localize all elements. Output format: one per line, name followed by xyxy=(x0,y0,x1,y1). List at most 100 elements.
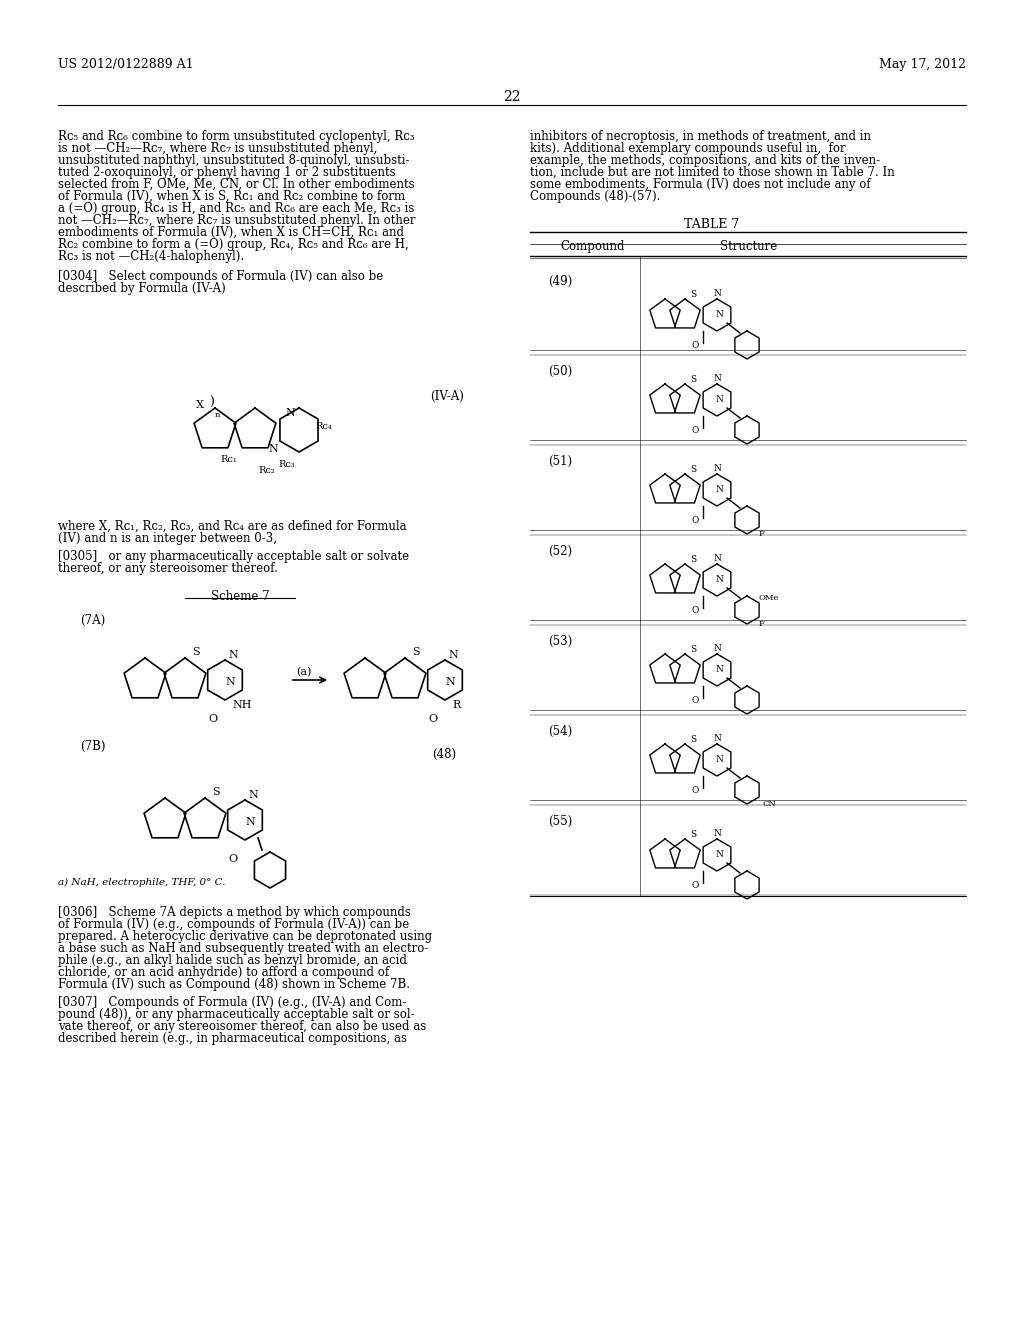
Text: O: O xyxy=(428,714,437,723)
Text: O: O xyxy=(691,880,698,890)
Text: [0305]   or any pharmaceutically acceptable salt or solvate: [0305] or any pharmaceutically acceptabl… xyxy=(58,550,410,564)
Text: N: N xyxy=(245,817,255,828)
Text: OMe: OMe xyxy=(759,594,779,602)
Text: N: N xyxy=(445,677,455,686)
Text: chloride, or an acid anhydride) to afford a compound of: chloride, or an acid anhydride) to affor… xyxy=(58,966,389,979)
Text: of Formula (IV), when X is S, Rᴄ₁ and Rᴄ₂ combine to form: of Formula (IV), when X is S, Rᴄ₁ and Rᴄ… xyxy=(58,190,406,203)
Text: O: O xyxy=(691,341,698,350)
Text: R: R xyxy=(452,700,460,710)
Text: N: N xyxy=(715,665,723,675)
Text: thereof, or any stereoisomer thereof.: thereof, or any stereoisomer thereof. xyxy=(58,562,278,576)
Text: (7B): (7B) xyxy=(80,741,105,752)
Text: described by Formula (IV-A): described by Formula (IV-A) xyxy=(58,282,225,294)
Text: (51): (51) xyxy=(548,455,572,469)
Text: N: N xyxy=(225,677,234,686)
Text: S: S xyxy=(690,375,696,384)
Text: 22: 22 xyxy=(503,90,521,104)
Text: (50): (50) xyxy=(548,366,572,378)
Text: S: S xyxy=(412,647,420,657)
Text: May 17, 2012: May 17, 2012 xyxy=(879,58,966,71)
Text: of Formula (IV) (e.g., compounds of Formula (IV-A)) can be: of Formula (IV) (e.g., compounds of Form… xyxy=(58,917,410,931)
Text: N: N xyxy=(713,734,721,743)
Text: Rᴄ₂: Rᴄ₂ xyxy=(258,466,274,475)
Text: O: O xyxy=(691,516,698,525)
Text: US 2012/0122889 A1: US 2012/0122889 A1 xyxy=(58,58,194,71)
Text: N: N xyxy=(715,484,723,494)
Text: O: O xyxy=(691,785,698,795)
Text: (7A): (7A) xyxy=(80,614,105,627)
Text: embodiments of Formula (IV), when X is CH=CH, Rᴄ₁ and: embodiments of Formula (IV), when X is C… xyxy=(58,226,404,239)
Text: N: N xyxy=(268,444,278,454)
Text: (49): (49) xyxy=(548,275,572,288)
Text: (a): (a) xyxy=(296,667,311,677)
Text: phile (e.g., an alkyl halide such as benzyl bromide, an acid: phile (e.g., an alkyl halide such as ben… xyxy=(58,954,407,968)
Text: (IV-A): (IV-A) xyxy=(430,389,464,403)
Text: tuted 2-oxoquinolyl, or phenyl having 1 or 2 substituents: tuted 2-oxoquinolyl, or phenyl having 1 … xyxy=(58,166,395,180)
Text: N: N xyxy=(715,395,723,404)
Text: [0307]   Compounds of Formula (IV) (e.g., (IV-A) and Com-: [0307] Compounds of Formula (IV) (e.g., … xyxy=(58,997,407,1008)
Text: (52): (52) xyxy=(548,545,572,558)
Text: where X, Rᴄ₁, Rᴄ₂, Rᴄ₃, and Rᴄ₄ are as defined for Formula: where X, Rᴄ₁, Rᴄ₂, Rᴄ₃, and Rᴄ₄ are as d… xyxy=(58,520,407,533)
Text: S: S xyxy=(193,647,200,657)
Text: Rᴄ₂ combine to form a (=O) group, Rᴄ₄, Rᴄ₅ and Rᴄ₆ are H,: Rᴄ₂ combine to form a (=O) group, Rᴄ₄, R… xyxy=(58,238,409,251)
Text: Compound: Compound xyxy=(560,240,625,253)
Text: inhibitors of necroptosis, in methods of treatment, and in: inhibitors of necroptosis, in methods of… xyxy=(530,129,871,143)
Text: S: S xyxy=(690,465,696,474)
Text: F: F xyxy=(758,620,764,628)
Text: N: N xyxy=(713,289,721,298)
Text: (54): (54) xyxy=(548,725,572,738)
Text: N: N xyxy=(248,789,258,800)
Text: n: n xyxy=(215,411,220,418)
Text: N: N xyxy=(715,310,723,319)
Text: TABLE 7: TABLE 7 xyxy=(684,218,739,231)
Text: O: O xyxy=(691,426,698,436)
Text: CN: CN xyxy=(762,800,776,808)
Text: unsubstituted naphthyl, unsubstituted 8-quinolyl, unsubsti-: unsubstituted naphthyl, unsubstituted 8-… xyxy=(58,154,410,168)
Text: prepared. A heterocyclic derivative can be deprotonated using: prepared. A heterocyclic derivative can … xyxy=(58,931,432,942)
Text: (55): (55) xyxy=(548,814,572,828)
Text: N: N xyxy=(713,465,721,473)
Text: (48): (48) xyxy=(432,748,456,762)
Text: N: N xyxy=(715,755,723,764)
Text: (53): (53) xyxy=(548,635,572,648)
Text: a base such as NaH and subsequently treated with an electro-: a base such as NaH and subsequently trea… xyxy=(58,942,428,954)
Text: Rᴄ₃: Rᴄ₃ xyxy=(278,459,295,469)
Text: N: N xyxy=(713,644,721,653)
Text: O: O xyxy=(228,854,238,865)
Text: N: N xyxy=(713,554,721,564)
Text: S: S xyxy=(690,554,696,564)
Text: [0304]   Select compounds of Formula (IV) can also be: [0304] Select compounds of Formula (IV) … xyxy=(58,271,383,282)
Text: X: X xyxy=(196,400,204,411)
Text: vate thereof, or any stereoisomer thereof, can also be used as: vate thereof, or any stereoisomer thereo… xyxy=(58,1020,426,1034)
Text: S: S xyxy=(212,787,219,797)
Text: N: N xyxy=(228,649,238,660)
Text: Compounds (48)-(57).: Compounds (48)-(57). xyxy=(530,190,660,203)
Text: F: F xyxy=(758,531,764,539)
Text: Rᴄ₅ and Rᴄ₆ combine to form unsubstituted cyclopentyl, Rᴄ₃: Rᴄ₅ and Rᴄ₆ combine to form unsubstitute… xyxy=(58,129,415,143)
Text: O: O xyxy=(691,606,698,615)
Text: N: N xyxy=(713,829,721,838)
Text: S: S xyxy=(690,645,696,653)
Text: Structure: Structure xyxy=(720,240,777,253)
Text: Scheme 7: Scheme 7 xyxy=(211,590,269,603)
Text: not —CH₂—Rᴄ₇, where Rᴄ₇ is unsubstituted phenyl. In other: not —CH₂—Rᴄ₇, where Rᴄ₇ is unsubstituted… xyxy=(58,214,416,227)
Text: tion, include but are not limited to those shown in Table 7. In: tion, include but are not limited to tho… xyxy=(530,166,895,180)
Text: selected from F, OMe, Me, CN, or Cl. In other embodiments: selected from F, OMe, Me, CN, or Cl. In … xyxy=(58,178,415,191)
Text: S: S xyxy=(690,290,696,300)
Text: N: N xyxy=(449,649,458,660)
Text: S: S xyxy=(690,735,696,744)
Text: pound (48)), or any pharmaceutically acceptable salt or sol-: pound (48)), or any pharmaceutically acc… xyxy=(58,1008,415,1020)
Text: is not —CH₂—Rᴄ₇, where Rᴄ₇ is unsubstituted phenyl,: is not —CH₂—Rᴄ₇, where Rᴄ₇ is unsubstitu… xyxy=(58,143,378,154)
Text: example, the methods, compositions, and kits of the inven-: example, the methods, compositions, and … xyxy=(530,154,880,168)
Text: a (=O) group, Rᴄ₄ is H, and Rᴄ₅ and Rᴄ₆ are each Me, Rᴄ₃ is: a (=O) group, Rᴄ₄ is H, and Rᴄ₅ and Rᴄ₆ … xyxy=(58,202,415,215)
Text: Rᴄ₃ is not —CH₂(4-halophenyl).: Rᴄ₃ is not —CH₂(4-halophenyl). xyxy=(58,249,244,263)
Text: N: N xyxy=(713,374,721,383)
Text: a) NaH, electrophile, THF, 0° C.: a) NaH, electrophile, THF, 0° C. xyxy=(58,878,225,887)
Text: some embodiments, Formula (IV) does not include any of: some embodiments, Formula (IV) does not … xyxy=(530,178,870,191)
Text: Formula (IV) such as Compound (48) shown in Scheme 7B.: Formula (IV) such as Compound (48) shown… xyxy=(58,978,410,991)
Text: N: N xyxy=(715,576,723,583)
Text: O: O xyxy=(208,714,217,723)
Text: described herein (e.g., in pharmaceutical compositions, as: described herein (e.g., in pharmaceutica… xyxy=(58,1032,407,1045)
Text: ): ) xyxy=(209,396,214,409)
Text: Rᴄ₄: Rᴄ₄ xyxy=(315,422,332,432)
